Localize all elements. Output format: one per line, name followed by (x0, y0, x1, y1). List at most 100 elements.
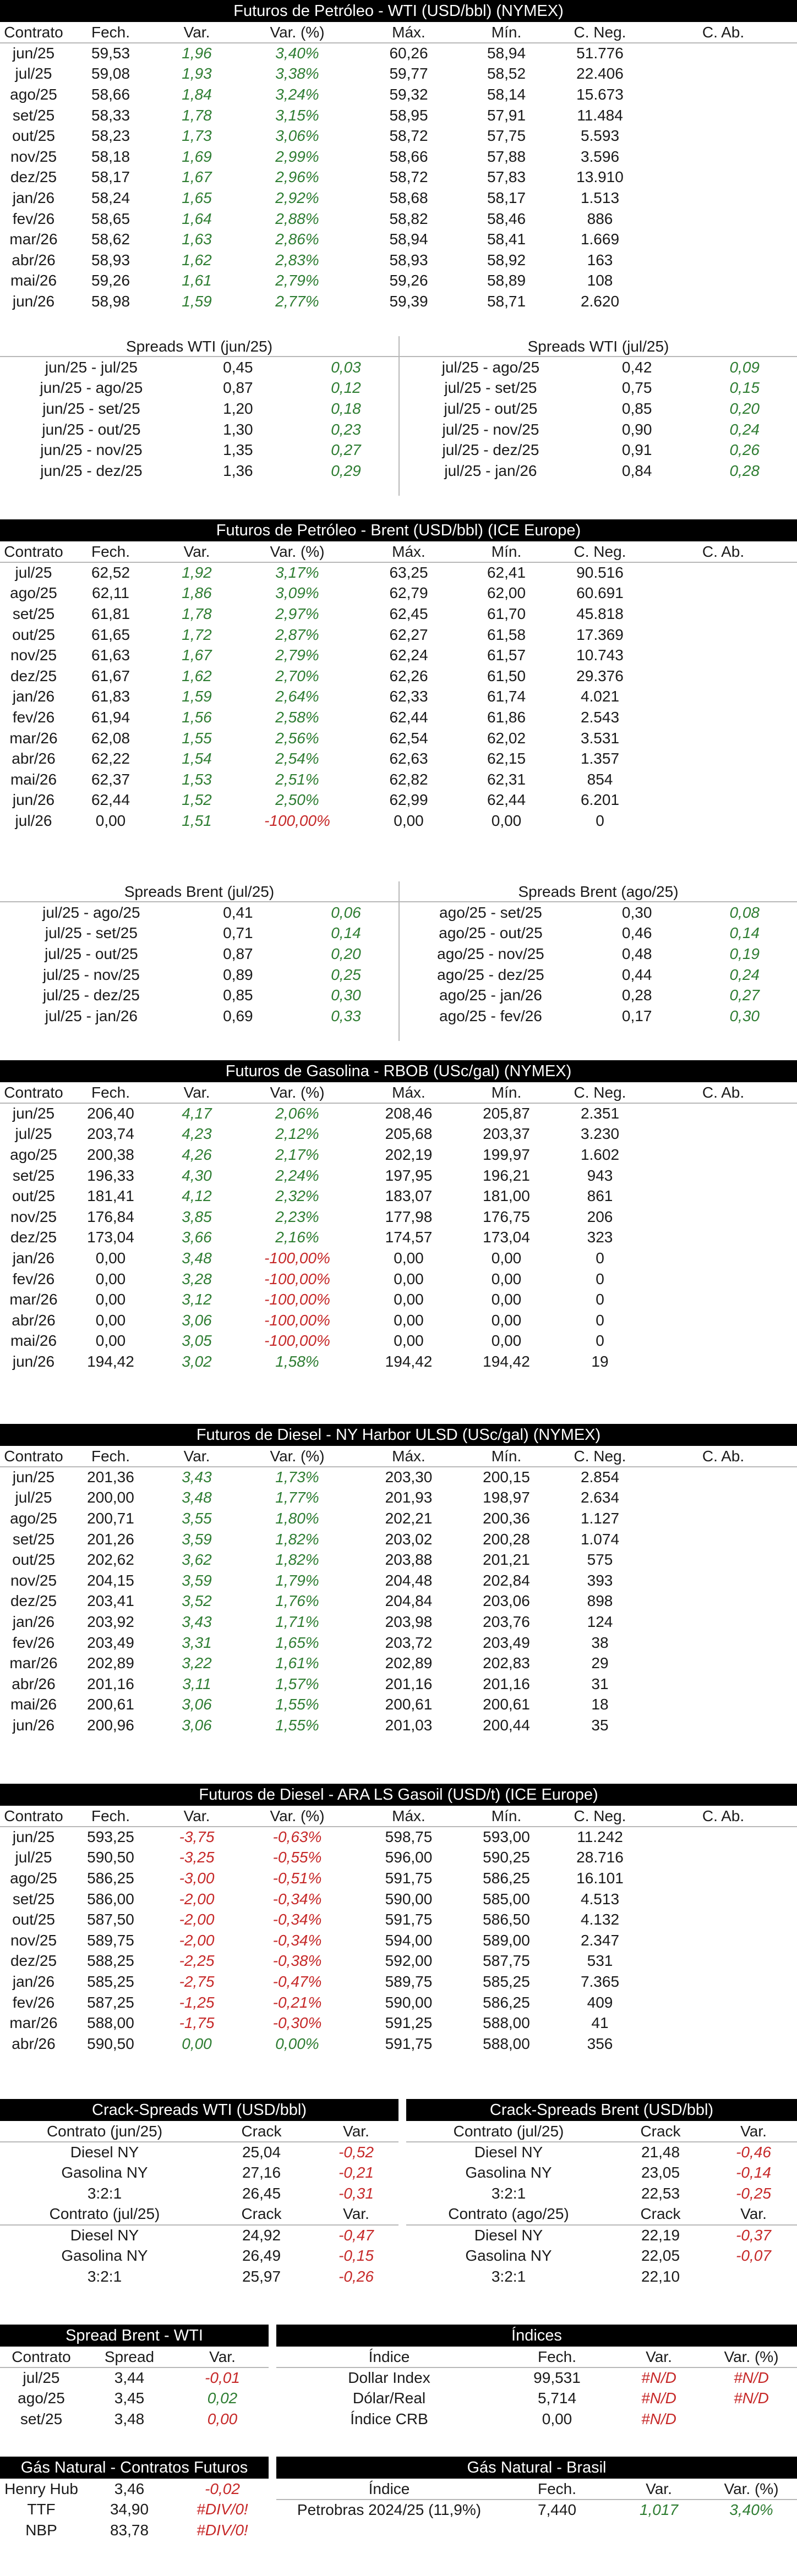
header-row: Contrato Spread Var. (0, 2347, 269, 2368)
table-cell: 58,62 (91, 231, 130, 248)
crack-wti-title: Crack-Spreads WTI (USD/bbl) (0, 2099, 398, 2121)
table-cell: 1,80% (275, 1509, 319, 1527)
table-cell: 204,48 (385, 1571, 433, 1589)
table-cell: -2,00 (179, 1931, 215, 1949)
table-cell: 591,75 (385, 1911, 433, 1928)
table-row: nov/25 176,84 3,85 2,23% 177,98 176,75 206 (0, 1207, 797, 1227)
table-cell: 62,15 (487, 750, 526, 768)
table-cell (649, 1124, 797, 1145)
table-cell: 108 (587, 272, 613, 289)
table-cell: 57,88 (487, 147, 526, 165)
table-cell: 203,06 (483, 1592, 530, 1610)
table-cell: -100,00% (264, 1332, 330, 1350)
spread-label: jun/25 - dez/25 (40, 462, 143, 479)
table-cell: 201,21 (483, 1551, 530, 1569)
table-cell: 58,82 (389, 210, 428, 227)
column-header: Mín. (462, 1806, 550, 1827)
table-cell (649, 583, 797, 604)
column-header: Índice (276, 2479, 502, 2500)
table-cell: 202,83 (483, 1654, 530, 1672)
table-row: dez/25 61,67 1,62 2,70% 62,26 61,50 29.376 (0, 666, 797, 687)
table-cell: 3,44 (114, 2369, 145, 2387)
table-cell: -0,02 (205, 2480, 240, 2497)
table-cell: 4.132 (580, 1911, 620, 1928)
table-cell: 176,75 (483, 1208, 530, 1225)
table-cell (649, 1248, 797, 1269)
table-cell: 61,81 (91, 605, 130, 622)
spread-change: 0,15 (729, 379, 760, 397)
table-cell (649, 229, 797, 250)
table-cell: 2.347 (580, 1931, 620, 1949)
spread-value: 0,75 (621, 379, 652, 397)
table-cell: 3,02 (182, 1352, 212, 1370)
spread-row: jul/25 - ago/25 0,41 0,06 (0, 902, 398, 923)
column-header: C. Ab. (649, 1806, 797, 1827)
table-cell: -0,31 (339, 2184, 374, 2202)
spread-row: jun/25 - set/25 1,20 0,18 (0, 398, 398, 419)
table-cell: 1,64 (182, 210, 212, 227)
table-cell (649, 1227, 797, 1248)
table-cell: 58,92 (487, 251, 526, 268)
column-header: Var. (710, 2121, 797, 2142)
table-cell (649, 728, 797, 749)
table-cell: 2,17% (275, 1146, 319, 1163)
spread-label: jul/25 - jan/26 (444, 462, 537, 479)
table-cell: 1,59 (182, 688, 212, 705)
table-cell: 58,23 (91, 127, 130, 145)
column-header: C. Ab. (649, 22, 797, 43)
table-cell: abr/26 (12, 251, 56, 268)
table-cell: 62,82 (389, 770, 428, 788)
table-cell: 200,96 (87, 1716, 134, 1734)
table-cell: 61,70 (487, 605, 526, 622)
crack-row: 3:2:1 25,97 -0,26 (0, 2266, 398, 2287)
table-cell: set/25 (20, 2410, 63, 2427)
table-cell (649, 125, 797, 146)
table-row: nov/25 204,15 3,59 1,79% 204,48 202,84 393 (0, 1570, 797, 1591)
crack-header-row: Contrato (jun/25) Crack Var. (0, 2121, 398, 2142)
spread-row: jun/25 - ago/25 0,87 0,12 (0, 378, 398, 399)
table-cell: 58,17 (91, 168, 130, 186)
column-header: Fech. (502, 2347, 612, 2368)
table-row: abr/26 58,93 1,62 2,83% 58,93 58,92 163 (0, 250, 797, 271)
table-cell: 2,58% (275, 708, 319, 726)
table-cell (649, 1909, 797, 1930)
table-cell: 202,62 (87, 1551, 134, 1569)
table-cell: mar/26 (9, 1654, 58, 1672)
table-cell: 1,62 (182, 667, 212, 684)
column-header: Contrato (ago/25) (406, 2204, 611, 2226)
spread-change: 0,18 (331, 399, 361, 417)
spread-change: 0,19 (729, 945, 760, 962)
brent-spreads-right-table: ago/25 - set/25 0,30 0,08 ago/25 - out/25 0,… (400, 902, 797, 1027)
table-cell: 586,25 (483, 1869, 530, 1887)
table-cell: jul/25 (15, 1125, 52, 1143)
table-row: TTF 34,90 #DIV/0! (0, 2500, 269, 2520)
spread-change: 0,20 (331, 945, 361, 962)
table-row: jul/26 0,00 1,51 -100,00% 0,00 0,00 0 (0, 810, 797, 831)
spread-change: 0,26 (729, 441, 760, 459)
table-row: out/25 587,50 -2,00 -0,34% 591,75 586,50 4.132 (0, 1909, 797, 1930)
table-cell: 1,67 (182, 168, 212, 186)
table-cell: 28.716 (576, 1849, 624, 1866)
spread-label: jun/25 - out/25 (42, 420, 141, 438)
table-cell: 199,97 (483, 1146, 530, 1163)
indices-title: Índices (276, 2325, 797, 2347)
table-cell: 886 (587, 210, 613, 227)
table-cell: -100,00% (264, 1291, 330, 1308)
table-cell: 2,79% (275, 272, 319, 289)
table-cell: 3.596 (580, 147, 620, 165)
table-cell (649, 645, 797, 666)
spread-row: jun/25 - nov/25 1,35 0,27 (0, 440, 398, 461)
table-cell: 58,95 (389, 106, 428, 124)
table-cell: 58,33 (91, 106, 130, 124)
table-cell: 2,83% (275, 251, 319, 268)
brent-title: Futuros de Petróleo - Brent (USD/bbl) (I… (0, 519, 797, 541)
table-cell: Diesel NY (70, 2227, 139, 2244)
table-cell: 1,78 (182, 106, 212, 124)
column-header: C. Ab. (649, 1082, 797, 1104)
table-cell: mai/26 (10, 1696, 57, 1713)
table-cell: 25,04 (242, 2144, 281, 2161)
column-header: Fech. (67, 1082, 154, 1104)
table-cell: 57,75 (487, 127, 526, 145)
table-cell: 0,00 (207, 2410, 238, 2427)
table-cell: 62,02 (487, 729, 526, 747)
